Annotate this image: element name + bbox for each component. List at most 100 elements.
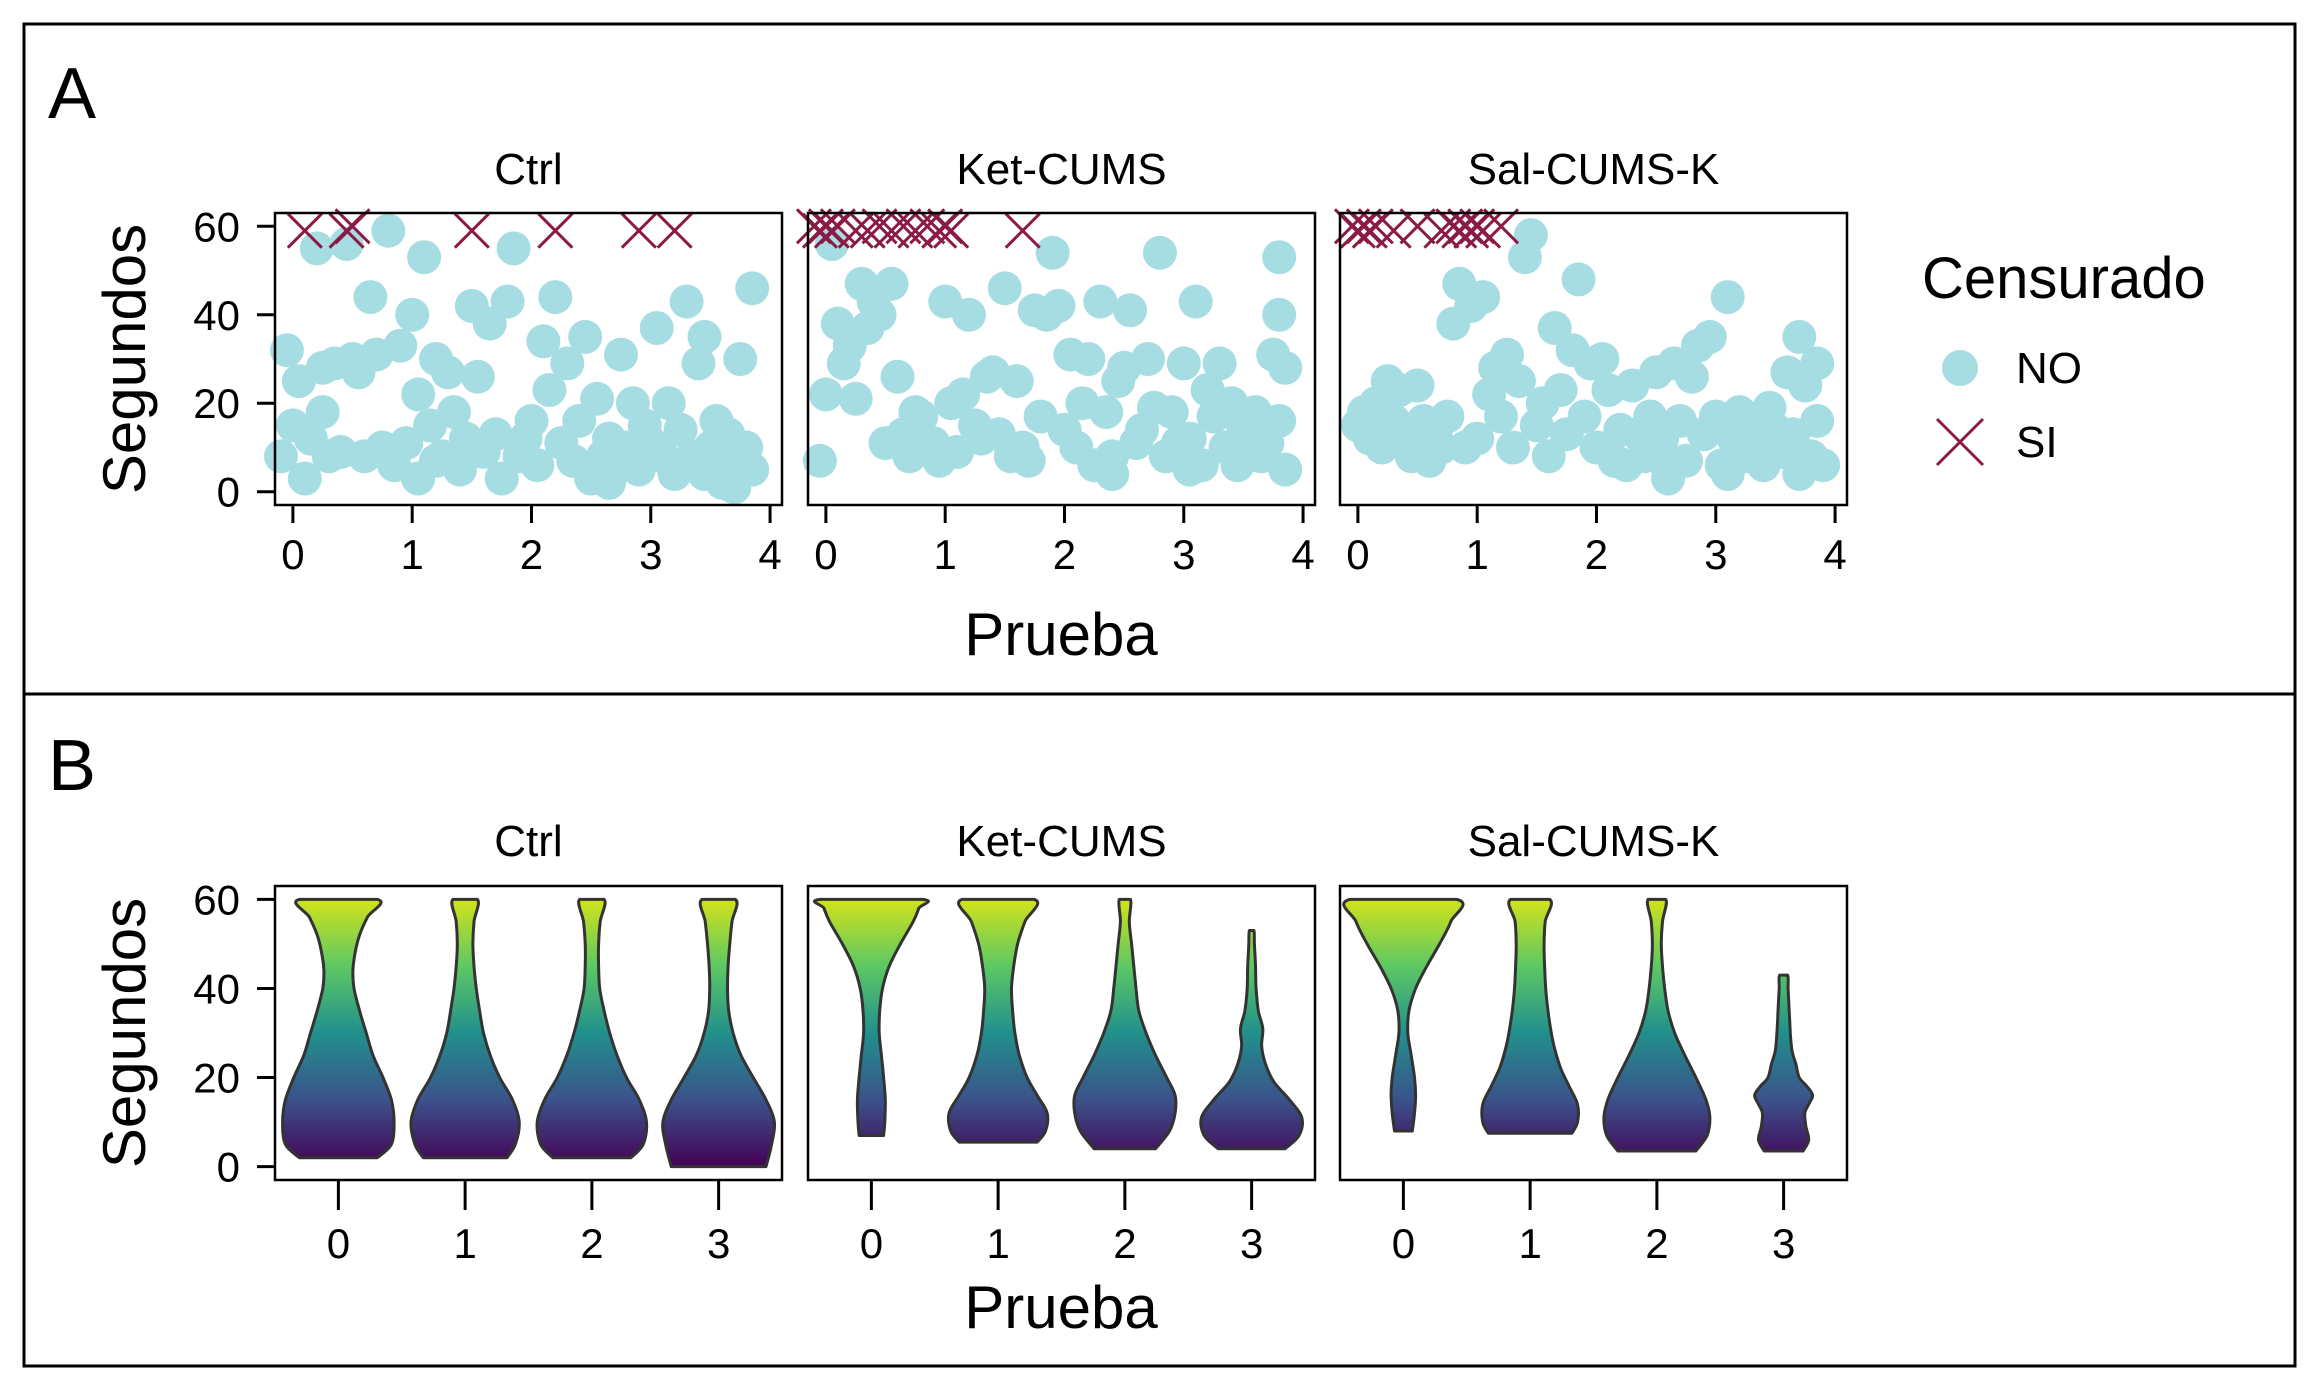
x-tick-label: 2 [1645, 1220, 1668, 1267]
data-point-no [1651, 461, 1686, 496]
panel-b-frame [22, 692, 2297, 1368]
data-point-no [735, 271, 770, 306]
x-tick-label: 2 [1113, 1220, 1136, 1267]
y-tick-label: 0 [217, 1144, 240, 1191]
data-point-no [1166, 346, 1201, 381]
data-point-no [395, 297, 430, 332]
y-tick-label: 20 [193, 380, 240, 427]
facet-frame [273, 211, 784, 507]
data-point-si [453, 212, 490, 249]
data-point-no [1262, 403, 1297, 438]
y-tick-label: 40 [193, 965, 240, 1012]
y-tick-label: 40 [193, 292, 240, 339]
panel-b-violin: Ctrl 0 1 2 3 Ket-CUMS 0 1 2 3 Sal-CUMS-K 0 1 2 3 0 20 40 6… [91, 817, 1849, 1341]
data-point-no [1674, 359, 1709, 394]
data-point-si [1482, 208, 1520, 245]
data-point-no [1268, 452, 1303, 487]
x-tick-label: 0 [281, 531, 304, 578]
data-point-no [1501, 364, 1536, 399]
x-tick-label: 1 [1518, 1220, 1541, 1267]
data-point-no [1154, 395, 1189, 430]
data-point-no [1262, 240, 1297, 275]
facet-plot [1342, 897, 1815, 1153]
x-tick-label: 3 [707, 1220, 730, 1267]
facet-frame [273, 884, 784, 1182]
data-point-no [538, 280, 573, 315]
y-axis-title: Segundos [91, 224, 158, 494]
x-tick-label: 0 [1346, 531, 1369, 578]
data-point-si [1004, 212, 1041, 249]
data-point-no [287, 461, 322, 496]
x-tick-label: 1 [934, 531, 957, 578]
data-point-si [837, 212, 874, 249]
data-point-no [1543, 373, 1578, 407]
data-point-si [1375, 212, 1412, 249]
x-tick-label: 4 [1291, 531, 1314, 578]
violin-shape [1199, 929, 1304, 1151]
data-point-no [999, 364, 1034, 399]
facet-frame [1338, 884, 1849, 1182]
data-point-no [526, 324, 561, 359]
data-point-no [687, 319, 722, 354]
x-tick-label: 3 [1172, 531, 1195, 578]
data-point-no [1430, 399, 1465, 434]
data-point-no [1172, 421, 1207, 456]
x-tick-label: 1 [986, 1220, 1009, 1267]
facet-strip-label: Sal-CUMS-K [1468, 145, 1720, 194]
data-point-no [419, 443, 453, 478]
data-point-no [1460, 421, 1495, 456]
data-point-no [1585, 342, 1620, 376]
data-point-no [496, 231, 531, 266]
data-point-no [431, 355, 465, 390]
data-point-si [286, 212, 323, 249]
data-point-no [723, 342, 758, 376]
y-tick-label: 60 [193, 203, 240, 250]
data-point-si [620, 212, 657, 249]
violin-shape [1072, 897, 1178, 1151]
data-point-no [838, 381, 873, 416]
data-point-no [353, 280, 388, 315]
data-point-si [334, 208, 371, 245]
y-tick-label: 0 [217, 469, 240, 516]
facet-plot [813, 897, 1304, 1151]
facet-strip-label: Sal-CUMS-K [1468, 817, 1720, 866]
facet-plot [264, 208, 770, 505]
data-point-no [639, 311, 674, 345]
violin-shape [1602, 897, 1712, 1153]
data-point-no [407, 240, 442, 275]
data-point-no [305, 395, 340, 430]
data-point-no [436, 395, 471, 430]
x-axis-title: Prueba [964, 1274, 1158, 1341]
data-point-no [1782, 319, 1817, 354]
data-point-no [1089, 395, 1124, 430]
data-point-no [681, 346, 716, 381]
data-point-no [802, 443, 837, 478]
data-point-si [1399, 208, 1436, 245]
violin-shape [1342, 897, 1465, 1133]
y-tick-label: 60 [193, 876, 240, 923]
violin-shape [946, 897, 1050, 1144]
data-point-no [299, 231, 334, 266]
legend-si-label: SI [2016, 418, 2058, 467]
data-point-no [1561, 262, 1596, 297]
facet-plot [795, 208, 1303, 491]
facet-strip-label: Ket-CUMS [956, 145, 1166, 194]
data-point-no [550, 346, 585, 381]
violin-shape [535, 897, 649, 1160]
facet-strip-label: Ctrl [494, 145, 562, 194]
x-tick-label: 0 [814, 531, 837, 578]
facet-frame [806, 211, 1317, 507]
facet-plot [1333, 208, 1841, 496]
data-point-no [952, 297, 986, 332]
data-point-no [1071, 342, 1106, 376]
data-point-no [1131, 342, 1165, 376]
x-tick-label: 2 [580, 1220, 603, 1267]
y-tick-label: 20 [193, 1055, 240, 1102]
x-tick-label: 3 [639, 531, 662, 578]
data-point-no [1095, 457, 1130, 491]
data-point-no [946, 377, 981, 412]
data-point-no [383, 328, 418, 363]
data-point-no [269, 333, 304, 368]
data-point-no [808, 377, 843, 412]
